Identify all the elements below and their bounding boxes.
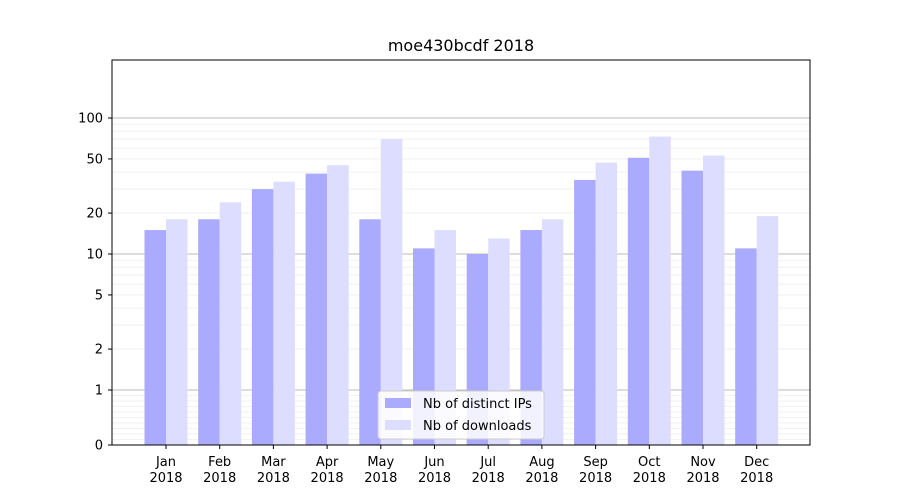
bar-distinct-ips xyxy=(574,180,596,445)
x-tick-label-month: Feb xyxy=(208,455,231,470)
y-tick-label: 5 xyxy=(95,288,103,303)
bar-downloads xyxy=(219,202,242,445)
y-tick-label: 0 xyxy=(95,439,103,454)
x-tick-label-month: Sep xyxy=(583,455,608,470)
x-tick-label-year: 2018 xyxy=(740,471,773,486)
bar-downloads xyxy=(649,136,671,446)
bar-downloads xyxy=(541,219,564,445)
chart-title: moe430bcdf 2018 xyxy=(388,36,534,55)
legend-label-downloads: Nb of downloads xyxy=(423,419,532,434)
legend: Nb of distinct IPs Nb of downloads xyxy=(377,390,545,440)
bar-downloads xyxy=(380,139,403,446)
x-tick-label-year: 2018 xyxy=(525,471,558,486)
x-tick-label-month: May xyxy=(367,455,394,470)
bar-downloads xyxy=(595,162,618,445)
bar-downloads xyxy=(327,165,349,446)
y-tick-label: 1 xyxy=(95,384,103,399)
x-tick-label-year: 2018 xyxy=(686,471,719,486)
x-tick-label-month: Jun xyxy=(423,455,444,470)
legend-swatch-distinct-ips xyxy=(385,398,411,408)
y-tick-label: 10 xyxy=(86,248,103,263)
x-tick-label-month: Dec xyxy=(744,455,769,470)
x-tick-label-year: 2018 xyxy=(418,471,451,486)
bar-distinct-ips xyxy=(144,230,166,445)
bar-downloads xyxy=(703,155,725,445)
x-tick-label-year: 2018 xyxy=(149,471,182,486)
legend-label-distinct-ips: Nb of distinct IPs xyxy=(423,397,532,412)
x-tick-label-month: Oct xyxy=(638,455,660,470)
bar-downloads xyxy=(166,219,188,445)
y-tick-label: 20 xyxy=(86,207,103,222)
bar-distinct-ips xyxy=(359,219,381,445)
bar-distinct-ips xyxy=(627,157,650,446)
x-tick-label-month: Jan xyxy=(155,455,176,470)
y-tick-label: 100 xyxy=(78,112,103,127)
y-tick-label: 2 xyxy=(95,343,103,358)
x-tick-label-year: 2018 xyxy=(633,471,666,486)
bar-distinct-ips xyxy=(305,173,328,445)
bar-downloads xyxy=(273,181,295,445)
bar-downloads xyxy=(756,216,779,445)
y-tick-label: 50 xyxy=(86,152,103,167)
x-tick-label-year: 2018 xyxy=(472,471,505,486)
plot-area-frame xyxy=(111,59,811,446)
legend-box xyxy=(377,390,545,440)
bar-distinct-ips xyxy=(735,248,757,445)
bar-distinct-ips xyxy=(251,189,274,445)
x-tick-label-month: Mar xyxy=(261,455,286,470)
x-tick-label-year: 2018 xyxy=(364,471,397,486)
x-tick-label-month: Aug xyxy=(529,455,554,470)
x-tick-label-month: Nov xyxy=(690,455,716,470)
y-axis: 0 1 2 5 10 20 50 100 xyxy=(78,112,112,454)
x-tick-label-month: Jul xyxy=(479,455,496,470)
x-tick-label-month: Apr xyxy=(316,455,339,470)
legend-swatch-downloads xyxy=(385,420,411,430)
x-tick-label-year: 2018 xyxy=(311,471,344,486)
x-tick-label-year: 2018 xyxy=(257,471,290,486)
bar-distinct-ips xyxy=(681,170,703,446)
x-tick-label-year: 2018 xyxy=(203,471,236,486)
x-axis: Jan2018Feb2018Mar2018Apr2018May2018Jun20… xyxy=(149,445,773,486)
x-tick-label-year: 2018 xyxy=(579,471,612,486)
bar-distinct-ips xyxy=(198,219,220,445)
